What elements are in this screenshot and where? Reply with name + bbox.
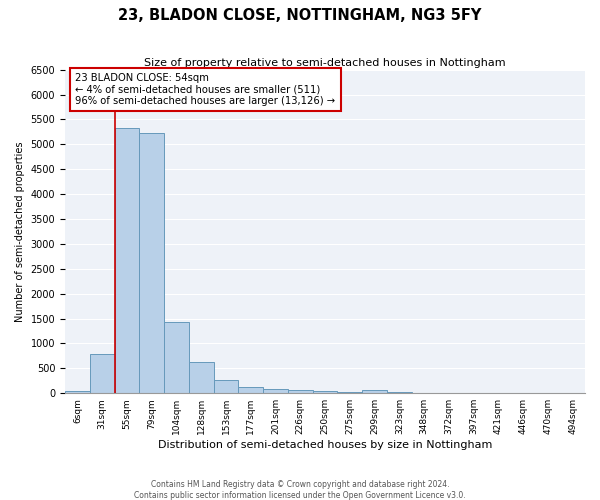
Text: Contains HM Land Registry data © Crown copyright and database right 2024.
Contai: Contains HM Land Registry data © Crown c… <box>134 480 466 500</box>
Bar <box>115 128 139 393</box>
Bar <box>90 354 115 393</box>
Bar <box>313 391 337 393</box>
Bar <box>263 389 288 393</box>
Bar <box>164 322 189 393</box>
Y-axis label: Number of semi-detached properties: Number of semi-detached properties <box>15 141 25 322</box>
Text: 23, BLADON CLOSE, NOTTINGHAM, NG3 5FY: 23, BLADON CLOSE, NOTTINGHAM, NG3 5FY <box>118 8 482 22</box>
X-axis label: Distribution of semi-detached houses by size in Nottingham: Distribution of semi-detached houses by … <box>158 440 492 450</box>
Text: 23 BLADON CLOSE: 54sqm
← 4% of semi-detached houses are smaller (511)
96% of sem: 23 BLADON CLOSE: 54sqm ← 4% of semi-deta… <box>76 73 335 106</box>
Bar <box>362 390 387 393</box>
Bar <box>139 133 164 393</box>
Bar <box>288 390 313 393</box>
Bar <box>238 386 263 393</box>
Bar <box>214 380 238 393</box>
Title: Size of property relative to semi-detached houses in Nottingham: Size of property relative to semi-detach… <box>144 58 506 68</box>
Bar <box>65 390 90 393</box>
Bar <box>337 392 362 393</box>
Bar <box>189 362 214 393</box>
Bar <box>387 392 412 393</box>
